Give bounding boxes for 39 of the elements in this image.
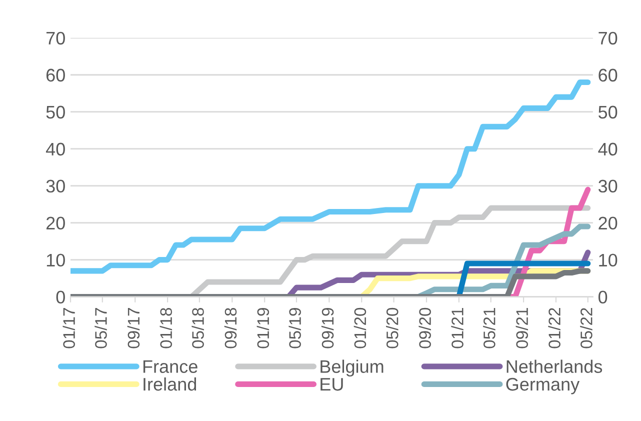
x-tick-label: 09/18: [224, 308, 237, 348]
legend-label: Germany: [506, 378, 580, 394]
x-tick-label: 09/17: [127, 308, 140, 348]
x-tick-label: 09/20: [418, 308, 431, 348]
y2-tick-label: 50: [598, 106, 618, 119]
x-tick-label: 09/19: [321, 308, 334, 348]
x-tick-label: 01/18: [160, 308, 172, 348]
y2-tick-label: 60: [598, 68, 618, 82]
y-tick-label: 40: [46, 142, 65, 156]
legend-label: France: [143, 360, 198, 373]
y-tick-label: 30: [46, 180, 65, 193]
legend-label: Netherlands: [506, 360, 602, 373]
y-tick-label: 50: [46, 106, 65, 119]
x-tick-label: 05/19: [288, 308, 301, 348]
y2-tick-label: 10: [599, 254, 618, 267]
y2-tick-label: 70: [598, 32, 618, 45]
legend-label: Ireland: [144, 377, 196, 391]
x-tick-label: 01/19: [256, 308, 270, 348]
y-tick-label: 60: [46, 68, 65, 82]
x-tick-label: 05/18: [192, 308, 204, 348]
x-tick-label: 05/20: [386, 308, 398, 348]
legend-label: EU: [320, 378, 343, 391]
x-tick-label: 05/21: [483, 308, 496, 348]
x-tick-label: 05/17: [94, 308, 107, 348]
y-tick-label: 70: [46, 32, 65, 45]
x-tick-label: 01/17: [62, 308, 75, 348]
y-tick-label: 20: [46, 216, 65, 230]
y2-tick-label: 20: [598, 216, 618, 230]
y2-tick-label: 0: [598, 290, 608, 304]
y-tick-label: 0: [56, 290, 65, 304]
x-tick-label: 01/21: [451, 308, 464, 348]
x-tick-label: 01/22: [548, 308, 560, 348]
x-tick-label: 05/22: [580, 308, 592, 348]
y-tick-label: 10: [46, 254, 65, 267]
x-tick-label: 01/20: [354, 308, 366, 348]
y2-tick-label: 30: [598, 180, 618, 193]
legend-label: Belgium: [320, 360, 384, 377]
y2-tick-label: 40: [598, 142, 618, 156]
x-tick-label: 09/21: [516, 308, 528, 348]
